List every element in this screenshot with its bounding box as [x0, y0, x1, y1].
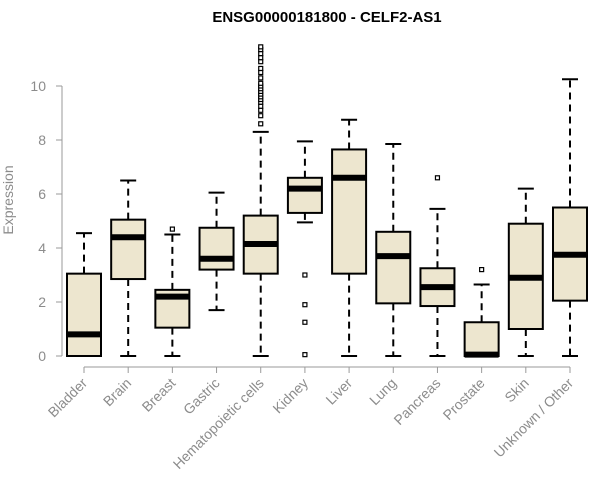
box-unknown-other	[552, 78, 588, 357]
iqr-box	[331, 148, 368, 275]
box-gastric	[198, 191, 235, 312]
y-tick-label: 8	[38, 132, 46, 148]
x-tick-label: Liver	[322, 375, 355, 408]
box-breast	[154, 226, 191, 357]
outlier-point	[258, 75, 264, 81]
iqr-box	[110, 218, 147, 281]
x-tick-label: Skin	[501, 375, 532, 406]
chart-title: ENSG00000181800 - CELF2-AS1	[212, 9, 441, 26]
box-skin	[507, 187, 544, 357]
x-tick-label: Breast	[139, 375, 179, 415]
iqr-box	[286, 176, 323, 214]
outlier-point	[258, 80, 264, 86]
outlier-point	[258, 113, 264, 119]
x-tick-label: Prostate	[440, 375, 488, 423]
box-lung	[375, 143, 412, 357]
y-tick-label: 0	[38, 348, 46, 364]
outlier-point	[258, 44, 264, 50]
outlier-point	[302, 352, 308, 358]
outlier-point	[258, 69, 264, 76]
box-bladder	[66, 232, 102, 357]
iqr-box	[463, 321, 500, 357]
outlier-point	[434, 175, 441, 181]
outlier-point	[258, 121, 264, 127]
box-liver	[331, 118, 368, 357]
y-tick-label: 4	[38, 240, 46, 256]
iqr-box	[66, 272, 102, 357]
x-tick-label: Lung	[366, 375, 399, 408]
x-tick-label: Unknown / Other	[491, 375, 577, 461]
x-tick-label: Pancreas	[390, 375, 443, 428]
outlier-point	[258, 107, 264, 113]
outlier-point	[258, 65, 264, 72]
boxes	[66, 44, 588, 358]
outlier-point	[258, 59, 264, 65]
outlier-point	[302, 319, 308, 325]
x-tick-label: Kidney	[269, 375, 311, 417]
box-brain	[110, 179, 147, 357]
outlier-point	[479, 267, 485, 273]
y-tick-label: 6	[38, 186, 46, 202]
outlier-point	[302, 272, 308, 278]
y-tick-label: 2	[38, 294, 46, 310]
outlier-point	[302, 302, 308, 308]
box-hematopoietic-cells	[242, 44, 279, 357]
iqr-box	[375, 230, 412, 305]
outlier-point	[169, 226, 175, 232]
box-prostate	[463, 267, 500, 358]
x-tick-label: Brain	[100, 375, 134, 409]
outlier-point	[258, 55, 264, 61]
box-pancreas	[419, 175, 456, 357]
outlier-point	[258, 50, 264, 57]
y-axis-label: Expression	[0, 165, 16, 234]
y-tick-label: 10	[30, 78, 46, 94]
outlier-point	[258, 103, 264, 109]
x-tick-label: Gastric	[180, 375, 223, 418]
iqr-box	[198, 226, 235, 271]
box-kidney	[286, 140, 323, 358]
x-tick-label: Bladder	[45, 375, 91, 421]
